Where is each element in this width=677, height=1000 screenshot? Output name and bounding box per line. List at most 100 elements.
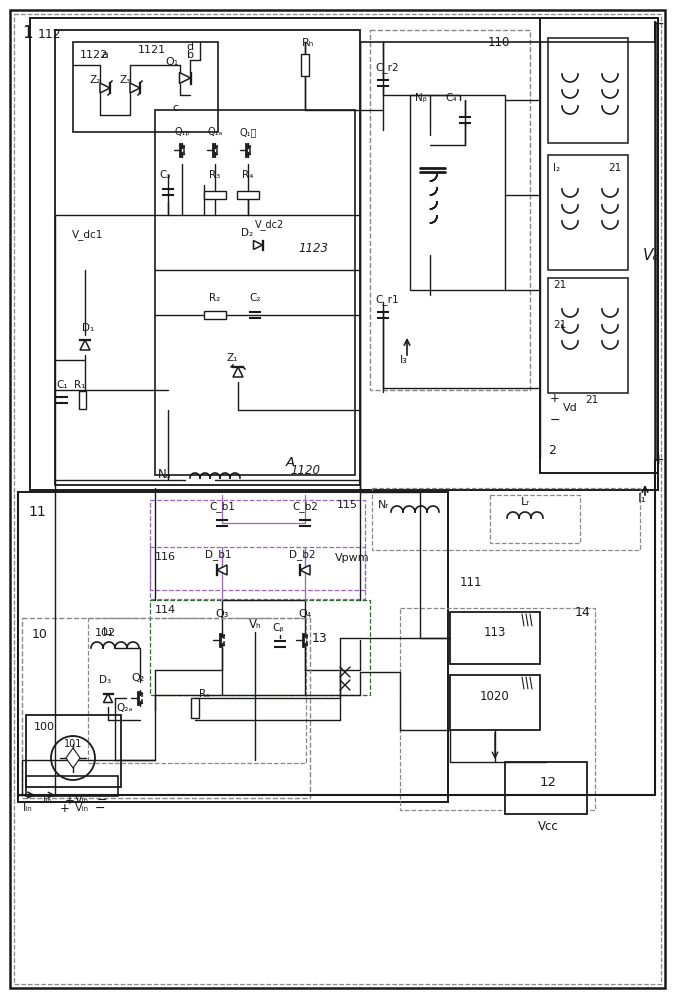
Text: Vᵢₙ: Vᵢₙ	[75, 803, 89, 813]
Text: −: −	[550, 414, 561, 426]
Bar	[150, 600, 370, 695]
Text: Q₁ᵦ: Q₁ᵦ	[174, 127, 190, 137]
Text: Rₕ: Rₕ	[302, 38, 314, 48]
Text: D_b2: D_b2	[289, 550, 315, 560]
Text: Z₁: Z₁	[226, 353, 238, 363]
Text: Z₃: Z₃	[119, 75, 131, 85]
Text: C_r2: C_r2	[375, 63, 399, 73]
Text: I₁: I₁	[638, 491, 647, 504]
Text: C_r1: C_r1	[375, 295, 399, 305]
Polygon shape	[179, 73, 190, 84]
Text: Cᵦ: Cᵦ	[272, 623, 284, 633]
Text: 12: 12	[540, 776, 556, 790]
Polygon shape	[253, 240, 263, 249]
Text: C₁: C₁	[56, 380, 68, 390]
Text: 1123: 1123	[298, 241, 328, 254]
Text: a: a	[102, 50, 108, 60]
Text: C₃: C₃	[159, 170, 171, 180]
Text: Nᵦ: Nᵦ	[415, 93, 427, 103]
Polygon shape	[66, 748, 80, 768]
Text: 1020: 1020	[480, 690, 510, 704]
Text: l₂: l₂	[553, 163, 560, 173]
Bar	[540, 18, 658, 473]
Bar	[79, 391, 85, 409]
Text: 115: 115	[337, 500, 358, 510]
Text: D₂: D₂	[241, 228, 253, 238]
Text: Z₂: Z₂	[89, 75, 101, 85]
Text: b: b	[186, 50, 194, 60]
Bar	[155, 110, 355, 475]
Text: D_b1: D_b1	[204, 550, 232, 560]
Bar	[150, 547, 365, 599]
Text: Vd: Vd	[563, 403, 577, 413]
Bar	[191, 698, 199, 718]
Bar	[26, 776, 118, 796]
Text: 102: 102	[95, 628, 116, 638]
Polygon shape	[100, 83, 110, 93]
Text: +: +	[652, 453, 664, 467]
Text: 21: 21	[553, 280, 566, 290]
Text: R₁: R₁	[74, 380, 86, 390]
Text: +: +	[60, 802, 70, 814]
Text: −: −	[652, 17, 664, 31]
Text: A: A	[286, 456, 294, 468]
Bar	[370, 30, 530, 390]
Bar	[450, 675, 540, 730]
Text: C₂: C₂	[249, 293, 261, 303]
Text: Q₂ₐ: Q₂ₐ	[117, 703, 133, 713]
Bar	[450, 612, 540, 664]
Text: Vᵢₙ: Vᵢₙ	[75, 795, 89, 805]
Text: V_dc1: V_dc1	[72, 230, 104, 240]
Bar	[372, 488, 640, 550]
Text: Iᵢₙ: Iᵢₙ	[23, 803, 33, 813]
Text: Q₃: Q₃	[215, 609, 229, 619]
Bar	[548, 38, 628, 143]
Text: C₄: C₄	[445, 93, 456, 103]
Text: −: −	[95, 802, 105, 814]
Text: C_b1: C_b1	[209, 502, 235, 512]
Bar	[73, 42, 218, 132]
Text: Rₛ: Rₛ	[198, 689, 209, 699]
Text: 100: 100	[34, 722, 55, 732]
Text: Iᵢₙ: Iᵢₙ	[43, 795, 53, 805]
Text: 11: 11	[28, 505, 46, 519]
Text: D₁: D₁	[82, 323, 94, 333]
Bar	[237, 191, 259, 199]
Text: 14: 14	[574, 605, 590, 618]
Text: −: −	[97, 794, 107, 806]
Text: V_dc2: V_dc2	[255, 220, 284, 230]
Bar	[301, 54, 309, 76]
Text: 116: 116	[155, 552, 176, 562]
Text: c: c	[172, 103, 178, 113]
Bar	[18, 492, 448, 802]
Bar	[26, 715, 121, 787]
Bar	[204, 311, 226, 319]
Text: 1: 1	[22, 24, 32, 42]
Text: Q₁꜀: Q₁꜀	[239, 127, 257, 137]
Text: 111: 111	[460, 576, 483, 588]
Text: 112: 112	[38, 28, 62, 41]
Bar	[400, 608, 595, 810]
Text: d: d	[186, 42, 194, 52]
Polygon shape	[233, 367, 243, 377]
Text: Vpwm: Vpwm	[335, 553, 370, 563]
Text: 114: 114	[155, 605, 176, 615]
Text: +: +	[550, 391, 560, 404]
Polygon shape	[300, 565, 310, 575]
Text: Q₁: Q₁	[165, 57, 179, 67]
Text: Vcc: Vcc	[538, 820, 559, 832]
Text: R₄: R₄	[242, 170, 254, 180]
Text: Nᵣ: Nᵣ	[378, 500, 389, 510]
Text: 1121: 1121	[138, 45, 166, 55]
Text: L₁: L₁	[103, 627, 113, 637]
Bar	[88, 618, 306, 763]
Text: 21: 21	[586, 395, 598, 405]
Text: 21: 21	[609, 163, 621, 173]
Bar	[22, 618, 310, 798]
Text: C_b2: C_b2	[292, 502, 318, 512]
Bar	[548, 155, 628, 270]
Bar	[505, 762, 587, 814]
Text: +: +	[65, 794, 75, 806]
Bar	[490, 495, 580, 543]
Text: Vₒ: Vₒ	[642, 247, 659, 262]
